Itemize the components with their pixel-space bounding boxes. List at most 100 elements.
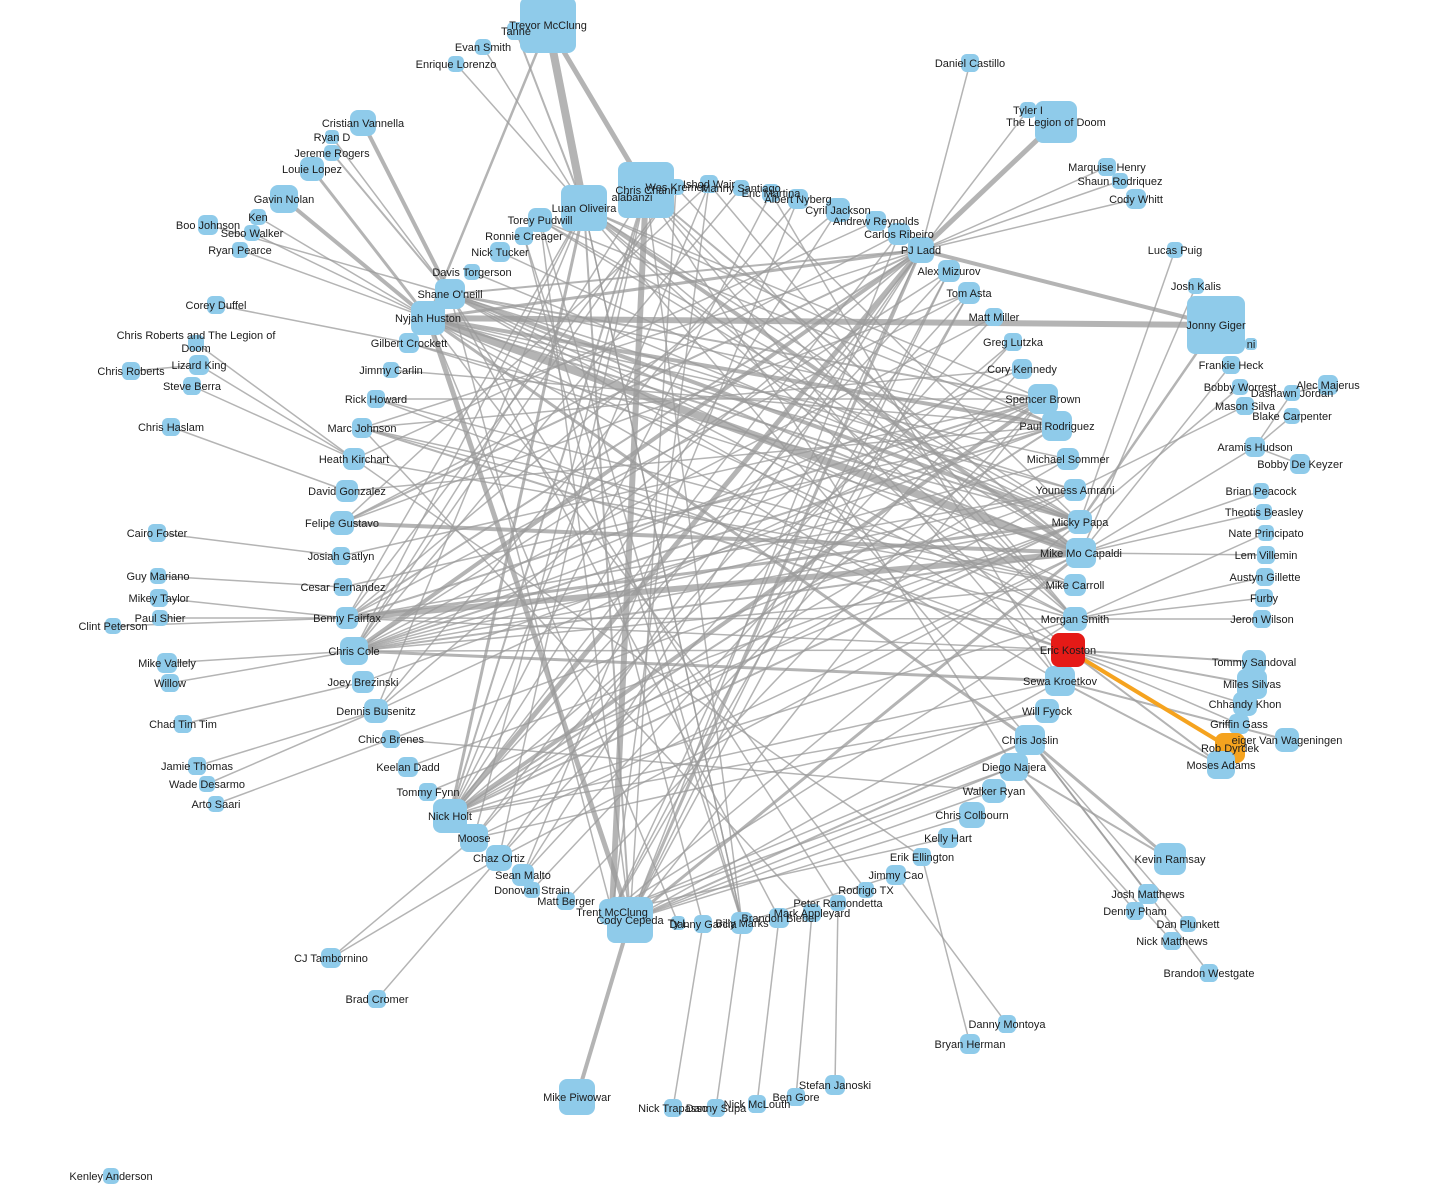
graph-node[interactable]: [528, 208, 552, 232]
graph-node[interactable]: [330, 511, 354, 535]
graph-node[interactable]: [1245, 338, 1257, 350]
graph-node[interactable]: [515, 227, 533, 245]
graph-node[interactable]: [162, 418, 180, 436]
graph-node[interactable]: [1256, 504, 1272, 520]
graph-node[interactable]: [367, 390, 385, 408]
graph-node[interactable]: [938, 828, 958, 848]
graph-node[interactable]: [1000, 753, 1028, 781]
graph-node[interactable]: [1126, 189, 1146, 209]
graph-node[interactable]: [557, 892, 575, 910]
graph-node[interactable]: [486, 845, 512, 871]
graph-node[interactable]: [1035, 101, 1077, 143]
graph-node[interactable]: [1188, 278, 1204, 294]
graph-node[interactable]: [199, 776, 215, 792]
graph-node[interactable]: [825, 1075, 845, 1095]
graph-node[interactable]: [1167, 242, 1183, 258]
graph-node[interactable]: [1200, 964, 1218, 982]
graph-node[interactable]: [803, 904, 821, 922]
graph-node[interactable]: [1253, 483, 1269, 499]
graph-node[interactable]: [435, 279, 465, 309]
graph-node[interactable]: [1229, 714, 1249, 734]
graph-node[interactable]: [433, 799, 467, 833]
graph-node[interactable]: [336, 480, 358, 502]
graph-node[interactable]: [561, 185, 607, 231]
graph-node[interactable]: [448, 56, 464, 72]
graph-node[interactable]: [460, 824, 488, 852]
graph-node[interactable]: [762, 184, 780, 202]
graph-node[interactable]: [398, 757, 418, 777]
graph-node[interactable]: [1066, 538, 1096, 568]
graph-node[interactable]: [332, 547, 350, 565]
graph-node[interactable]: [368, 990, 386, 1008]
graph-node[interactable]: [960, 1034, 980, 1054]
graph-node[interactable]: [1015, 725, 1045, 755]
graph-node[interactable]: [826, 198, 850, 222]
graph-node[interactable]: [830, 895, 846, 911]
graph-node[interactable]: [1275, 728, 1299, 752]
graph-node[interactable]: [1063, 607, 1087, 631]
graph-node[interactable]: [364, 699, 388, 723]
graph-node[interactable]: [958, 282, 980, 304]
graph-node[interactable]: [352, 671, 374, 693]
graph-node[interactable]: [512, 864, 534, 886]
graph-node[interactable]: [625, 190, 639, 204]
graph-node[interactable]: [1163, 932, 1181, 950]
graph-node[interactable]: [1207, 751, 1235, 779]
graph-node[interactable]: [1256, 568, 1274, 586]
graph-node[interactable]: [1242, 650, 1266, 674]
graph-node[interactable]: [343, 448, 365, 470]
graph-node[interactable]: [300, 157, 324, 181]
graph-node[interactable]: [352, 418, 372, 438]
graph-node[interactable]: [1004, 333, 1022, 351]
graph-node[interactable]: [1284, 408, 1300, 424]
graph-node[interactable]: [1042, 411, 1072, 441]
graph-node[interactable]: [748, 1095, 766, 1113]
graph-node[interactable]: [475, 39, 491, 55]
graph-node[interactable]: [350, 110, 376, 136]
graph-node[interactable]: [1045, 666, 1075, 696]
graph-node[interactable]: [733, 180, 749, 196]
graph-node[interactable]: [188, 757, 206, 775]
graph-node[interactable]: [188, 335, 204, 351]
graph-node[interactable]: [607, 897, 653, 943]
graph-node[interactable]: [174, 715, 192, 733]
graph-node[interactable]: [152, 610, 168, 626]
graph-node[interactable]: [1064, 479, 1086, 501]
graph-node[interactable]: [324, 145, 340, 161]
graph-node[interactable]: [1222, 356, 1240, 374]
graph-node[interactable]: [507, 22, 525, 40]
graph-node[interactable]: [103, 1168, 119, 1184]
graph-node[interactable]: [325, 130, 339, 144]
graph-node[interactable]: [1035, 699, 1059, 723]
graph-node[interactable]: [250, 209, 266, 225]
graph-node[interactable]: [520, 0, 576, 53]
graph-node[interactable]: [161, 674, 179, 692]
graph-node[interactable]: [490, 242, 510, 262]
graph-node[interactable]: [1253, 610, 1271, 628]
graph-node[interactable]: [888, 223, 910, 245]
graph-node[interactable]: [198, 215, 218, 235]
graph-node[interactable]: [208, 796, 224, 812]
graph-node[interactable]: [1020, 102, 1036, 118]
graph-node[interactable]: [1180, 916, 1196, 932]
graph-node[interactable]: [982, 779, 1006, 803]
graph-node[interactable]: [419, 783, 437, 801]
graph-node[interactable]: [700, 175, 718, 193]
graph-node[interactable]: [270, 185, 298, 213]
graph-node[interactable]: [731, 912, 753, 934]
graph-node[interactable]: [524, 882, 540, 898]
graph-node[interactable]: [694, 915, 712, 933]
graph-node[interactable]: [150, 568, 166, 584]
graph-node[interactable]: [148, 524, 166, 542]
graph-node[interactable]: [1098, 158, 1116, 176]
graph-node[interactable]: [383, 362, 399, 378]
graph-node[interactable]: [105, 618, 121, 634]
graph-node[interactable]: [908, 237, 934, 263]
graph-node[interactable]: [1012, 359, 1032, 379]
graph-node[interactable]: [183, 377, 201, 395]
graph-node[interactable]: [1057, 448, 1079, 470]
graph-node[interactable]: [399, 333, 419, 353]
graph-node[interactable]: [866, 211, 886, 231]
graph-node[interactable]: [938, 260, 960, 282]
